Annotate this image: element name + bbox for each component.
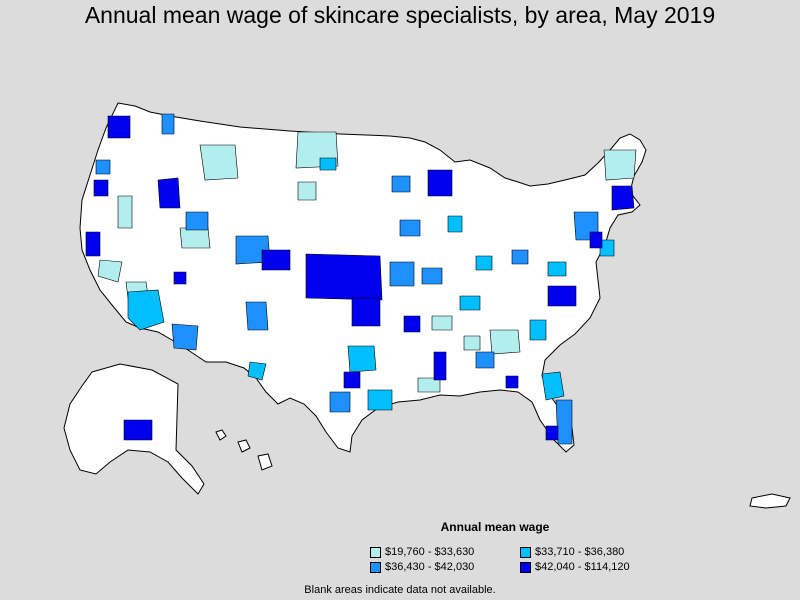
wage-areas-tier1 [97, 131, 637, 393]
legend-item-tier4: $42,040 - $114,120 [520, 561, 670, 573]
map-title: Annual mean wage of skincare specialists… [84, 2, 716, 28]
footnote: Blank areas indicate data not available. [304, 584, 496, 596]
legend-swatch-tier1 [370, 546, 381, 558]
legend-item-tier2: $33,710 - $36,380 [520, 546, 670, 558]
legend-item-tier3: $36,430 - $42,030 [370, 561, 520, 573]
legend-swatch-tier4 [520, 561, 531, 573]
legend-swatch-tier2 [520, 546, 531, 558]
map-legend: Annual mean wage $19,760 - $33,630 $33,7… [370, 520, 680, 573]
legend-label-tier1: $19,760 - $33,630 [385, 546, 475, 558]
legend-item-tier1: $19,760 - $33,630 [370, 546, 520, 558]
wage-areas-tier2 [127, 157, 615, 411]
legend-label-tier4: $42,040 - $114,120 [535, 561, 630, 573]
legend-label-tier2: $33,710 - $36,380 [535, 546, 625, 558]
wage-areas-tier4 [85, 115, 635, 441]
wage-areas-tier3 [95, 113, 599, 445]
puerto-rico-outline [749, 493, 791, 509]
legend-label-tier3: $36,430 - $42,030 [385, 561, 475, 573]
legend-title: Annual mean wage [440, 520, 550, 534]
hawaii-islands [215, 429, 273, 471]
legend-swatch-tier3 [370, 561, 381, 573]
